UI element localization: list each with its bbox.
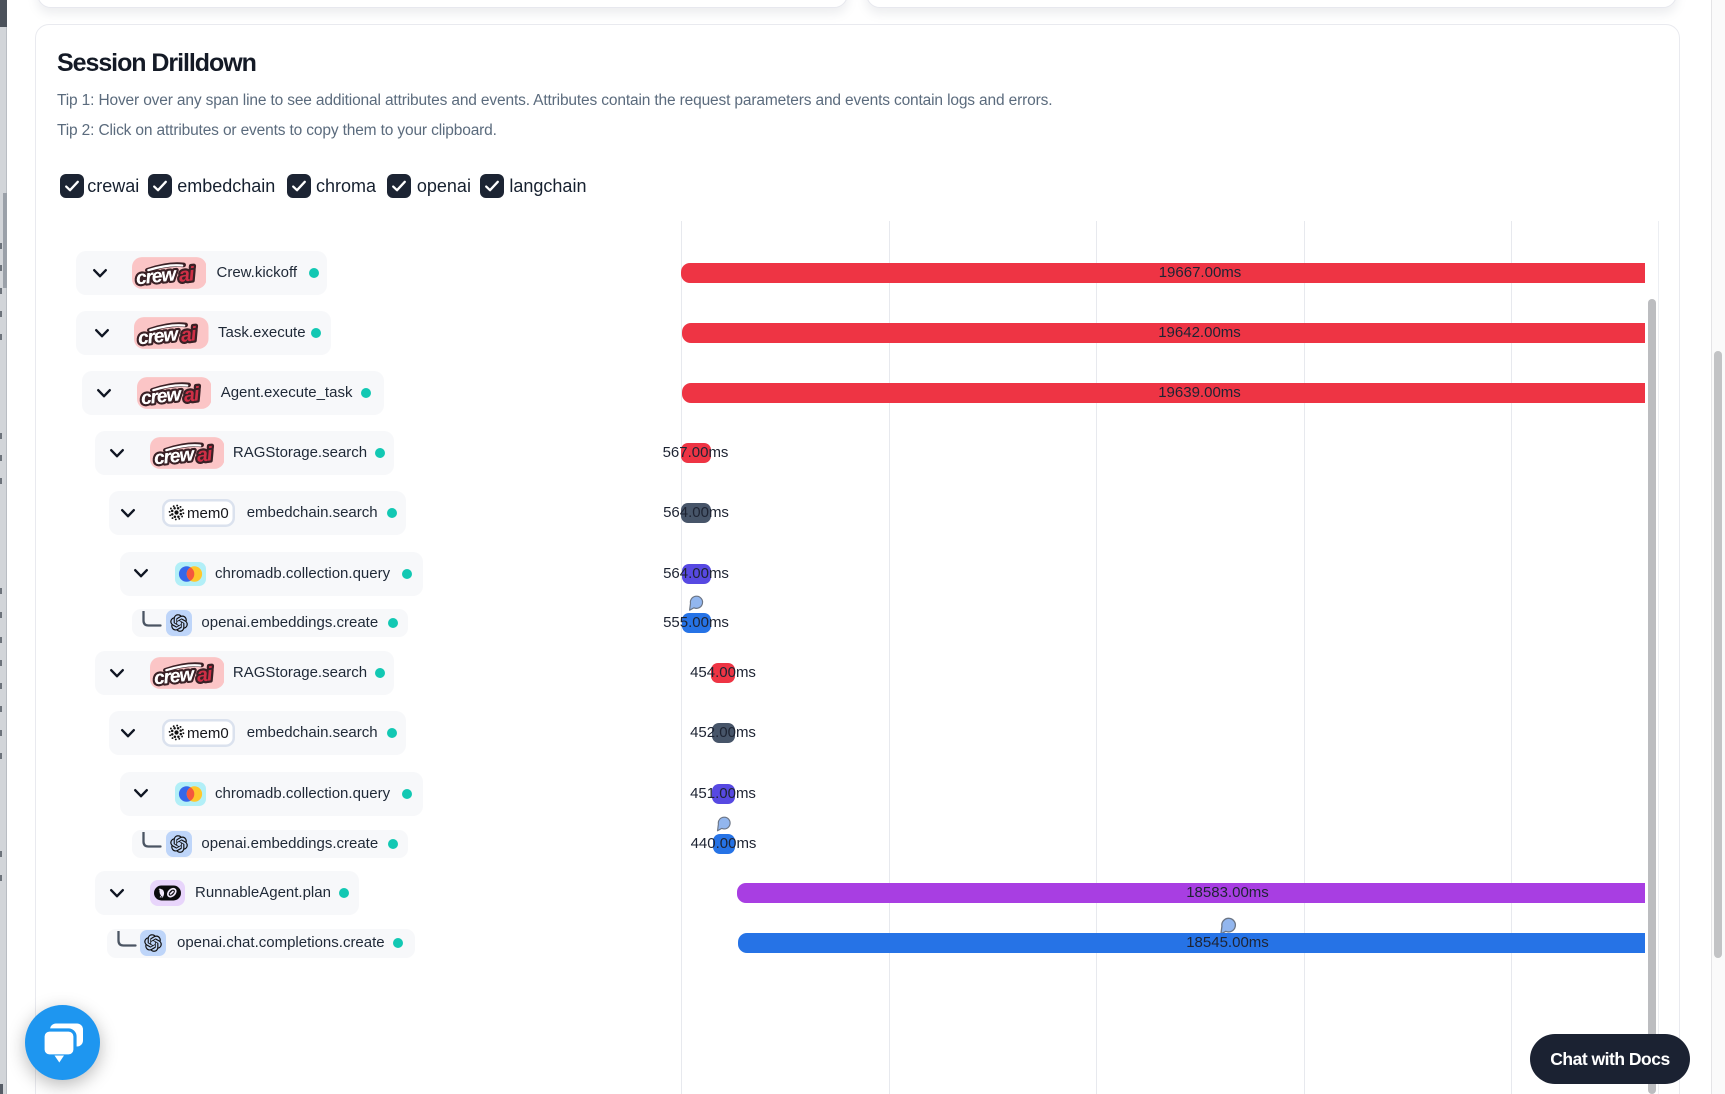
- svg-text:ai: ai: [180, 323, 198, 347]
- svg-text:ai: ai: [195, 443, 213, 467]
- svg-text:crew: crew: [134, 263, 177, 288]
- svg-text:ai: ai: [182, 383, 200, 407]
- svg-text:mem0: mem0: [187, 725, 229, 742]
- svg-text:ai: ai: [195, 663, 213, 687]
- svg-text:mem0: mem0: [187, 505, 229, 522]
- svg-text:ai: ai: [177, 263, 195, 287]
